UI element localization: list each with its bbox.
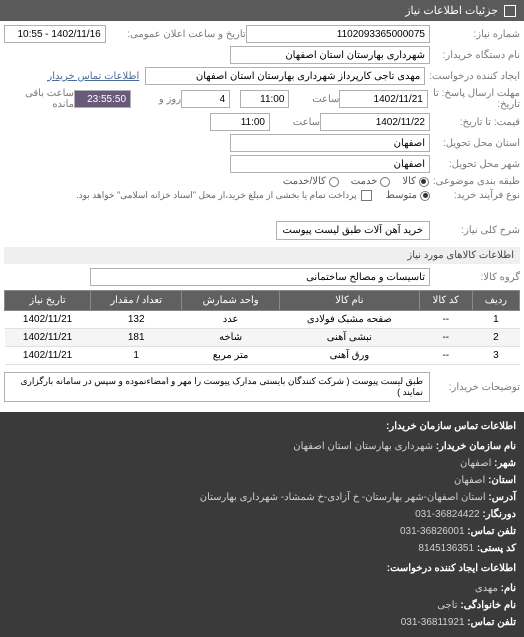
- contact-line: نام خانوادگی: تاجی: [8, 597, 516, 614]
- label-deadline: مهلت ارسال پاسخ: تا تاریخ:: [428, 88, 520, 110]
- table-cell: 1402/11/21: [5, 329, 91, 347]
- label-classification: طبقه بندی موضوعی:: [429, 176, 520, 187]
- table-cell: ورق آهنی: [279, 347, 419, 365]
- note-treasury: پرداخت تمام یا بخشی از مبلغ خرید،از محل …: [76, 190, 356, 201]
- table-cell: عدد: [182, 311, 280, 329]
- section-goods-title: اطلاعات کالاهای مورد نیاز: [4, 247, 520, 264]
- contact-line: دورنگار: 36824422-031: [8, 506, 516, 523]
- table-cell: 1402/11/21: [5, 311, 91, 329]
- th-date: تاریخ نیاز: [5, 291, 91, 311]
- radio-group-purchase: متوسط: [386, 190, 430, 201]
- table-cell: شاخه: [182, 329, 280, 347]
- radio-icon: [329, 177, 339, 187]
- form-area: شماره نیاز: 1102093365000075 تاریخ و ساع…: [0, 21, 524, 412]
- radio-icon: [419, 177, 429, 187]
- table-cell: 1: [91, 347, 182, 365]
- label-days: روز و: [131, 94, 181, 105]
- table-row[interactable]: 2--نبشی آهنیشاخه1811402/11/21: [5, 329, 520, 347]
- field-need-desc: خرید آهن آلات طبق لیست پیوست: [276, 221, 430, 240]
- contact-line: استان: اصفهان: [8, 472, 516, 489]
- goods-table: ردیف کد کالا نام کالا واحد شمارش تعداد /…: [4, 290, 520, 365]
- table-row[interactable]: 3--ورق آهنیمتر مربع11402/11/21: [5, 347, 520, 365]
- th-row: ردیف: [472, 291, 519, 311]
- field-days: 4: [181, 90, 230, 108]
- label-remain: ساعت باقی مانده: [4, 88, 74, 110]
- contact-line: نام سازمان خریدار: شهرداری بهارستان استا…: [8, 438, 516, 455]
- th-qty: تعداد / مقدار: [91, 291, 182, 311]
- table-row[interactable]: 1--صفحه مشبک فولادیعدد1321402/11/21: [5, 311, 520, 329]
- table-cell: 1: [472, 311, 519, 329]
- radio-icon: [420, 191, 430, 201]
- contact-line: شهر: اصفهان: [8, 455, 516, 472]
- field-province: اصفهان: [230, 134, 430, 152]
- th-unit: واحد شمارش: [182, 291, 280, 311]
- label-city: شهر محل تحویل:: [430, 159, 520, 170]
- radio-group-classification: کالا خدمت کالا/خدمت: [283, 176, 429, 187]
- field-buyer-notes: طبق لیست پیوست ( شرکت کنندگان بایستی مدا…: [4, 372, 430, 402]
- table-cell: 3: [472, 347, 519, 365]
- table-cell: 132: [91, 311, 182, 329]
- radio-kala-khadmat[interactable]: کالا/خدمت: [283, 176, 339, 187]
- table-cell: 1402/11/21: [5, 347, 91, 365]
- checkbox-treasury[interactable]: [361, 190, 372, 201]
- label-buyer-org: نام دستگاه خریدار:: [430, 50, 520, 61]
- table-cell: صفحه مشبک فولادی: [279, 311, 419, 329]
- label-price-until: قیمت: تا تاریخ:: [430, 117, 520, 128]
- table-cell: نبشی آهنی: [279, 329, 419, 347]
- field-price-date: 1402/11/22: [320, 113, 430, 131]
- table-cell: --: [419, 329, 472, 347]
- contact-line: کد پستی: 8145136351: [8, 540, 516, 557]
- contact-title: اطلاعات تماس سازمان خریدار:: [8, 418, 516, 435]
- field-deadline-time: 11:00: [240, 90, 289, 108]
- contact-line: آدرس: استان اصفهان-شهر بهارستان- خ آزادی…: [8, 489, 516, 506]
- table-header-row: ردیف کد کالا نام کالا واحد شمارش تعداد /…: [5, 291, 520, 311]
- field-request-no: 1102093365000075: [246, 25, 430, 43]
- label-goods-group: گروه کالا:: [430, 272, 520, 283]
- field-remain: 23:55:50: [74, 90, 131, 108]
- table-cell: --: [419, 347, 472, 365]
- panel-header: جزئیات اطلاعات نیاز: [0, 0, 524, 21]
- label-request-no: شماره نیاز:: [430, 29, 520, 40]
- table-cell: متر مربع: [182, 347, 280, 365]
- field-city: اصفهان: [230, 155, 430, 173]
- field-deadline-date: 1402/11/21: [339, 90, 427, 108]
- label-requester: ایجاد کننده درخواست:: [425, 71, 520, 82]
- field-requester: مهدی تاجی کارپرداز شهرداری بهارستان استا…: [145, 67, 425, 85]
- radio-icon: [380, 177, 390, 187]
- table-cell: 2: [472, 329, 519, 347]
- contact-section: اطلاعات تماس سازمان خریدار: نام سازمان خ…: [0, 412, 524, 637]
- collapse-icon[interactable]: [504, 5, 516, 17]
- field-buyer-org: شهرداری بهارستان استان اصفهان: [230, 46, 430, 64]
- field-goods-group: تاسیسات و مصالح ساختمانی: [90, 268, 430, 286]
- table-cell: 181: [91, 329, 182, 347]
- th-code: کد کالا: [419, 291, 472, 311]
- contact-line: نام: مهدی: [8, 580, 516, 597]
- field-price-time: 11:00: [210, 113, 270, 131]
- radio-medium[interactable]: متوسط: [386, 190, 430, 201]
- contact-line: تلفن تماس: 36826001-031: [8, 523, 516, 540]
- label-purchase-type: نوع فرآیند خرید:: [430, 190, 520, 201]
- field-announce-dt: 1402/11/16 - 10:55: [4, 25, 106, 43]
- label-need-desc: شرح کلی نیاز:: [430, 225, 520, 236]
- panel-title: جزئیات اطلاعات نیاز: [405, 4, 498, 17]
- radio-khadmat[interactable]: خدمت: [351, 176, 391, 187]
- label-price-time: ساعت: [270, 117, 320, 128]
- table-cell: --: [419, 311, 472, 329]
- link-contact-buyer[interactable]: اطلاعات تماس خریدار: [47, 71, 139, 82]
- label-deadline-time: ساعت: [289, 94, 339, 105]
- label-province: استان محل تحویل:: [430, 138, 520, 149]
- radio-kala[interactable]: کالا: [402, 176, 429, 187]
- contact-line: تلفن تماس: 36811921-031: [8, 614, 516, 631]
- label-announce-dt: تاریخ و ساعت اعلان عمومی:: [106, 29, 246, 40]
- th-name: نام کالا: [279, 291, 419, 311]
- label-buyer-notes: توضیحات خریدار:: [430, 382, 520, 393]
- creator-title: اطلاعات ایجاد کننده درخواست:: [8, 560, 516, 577]
